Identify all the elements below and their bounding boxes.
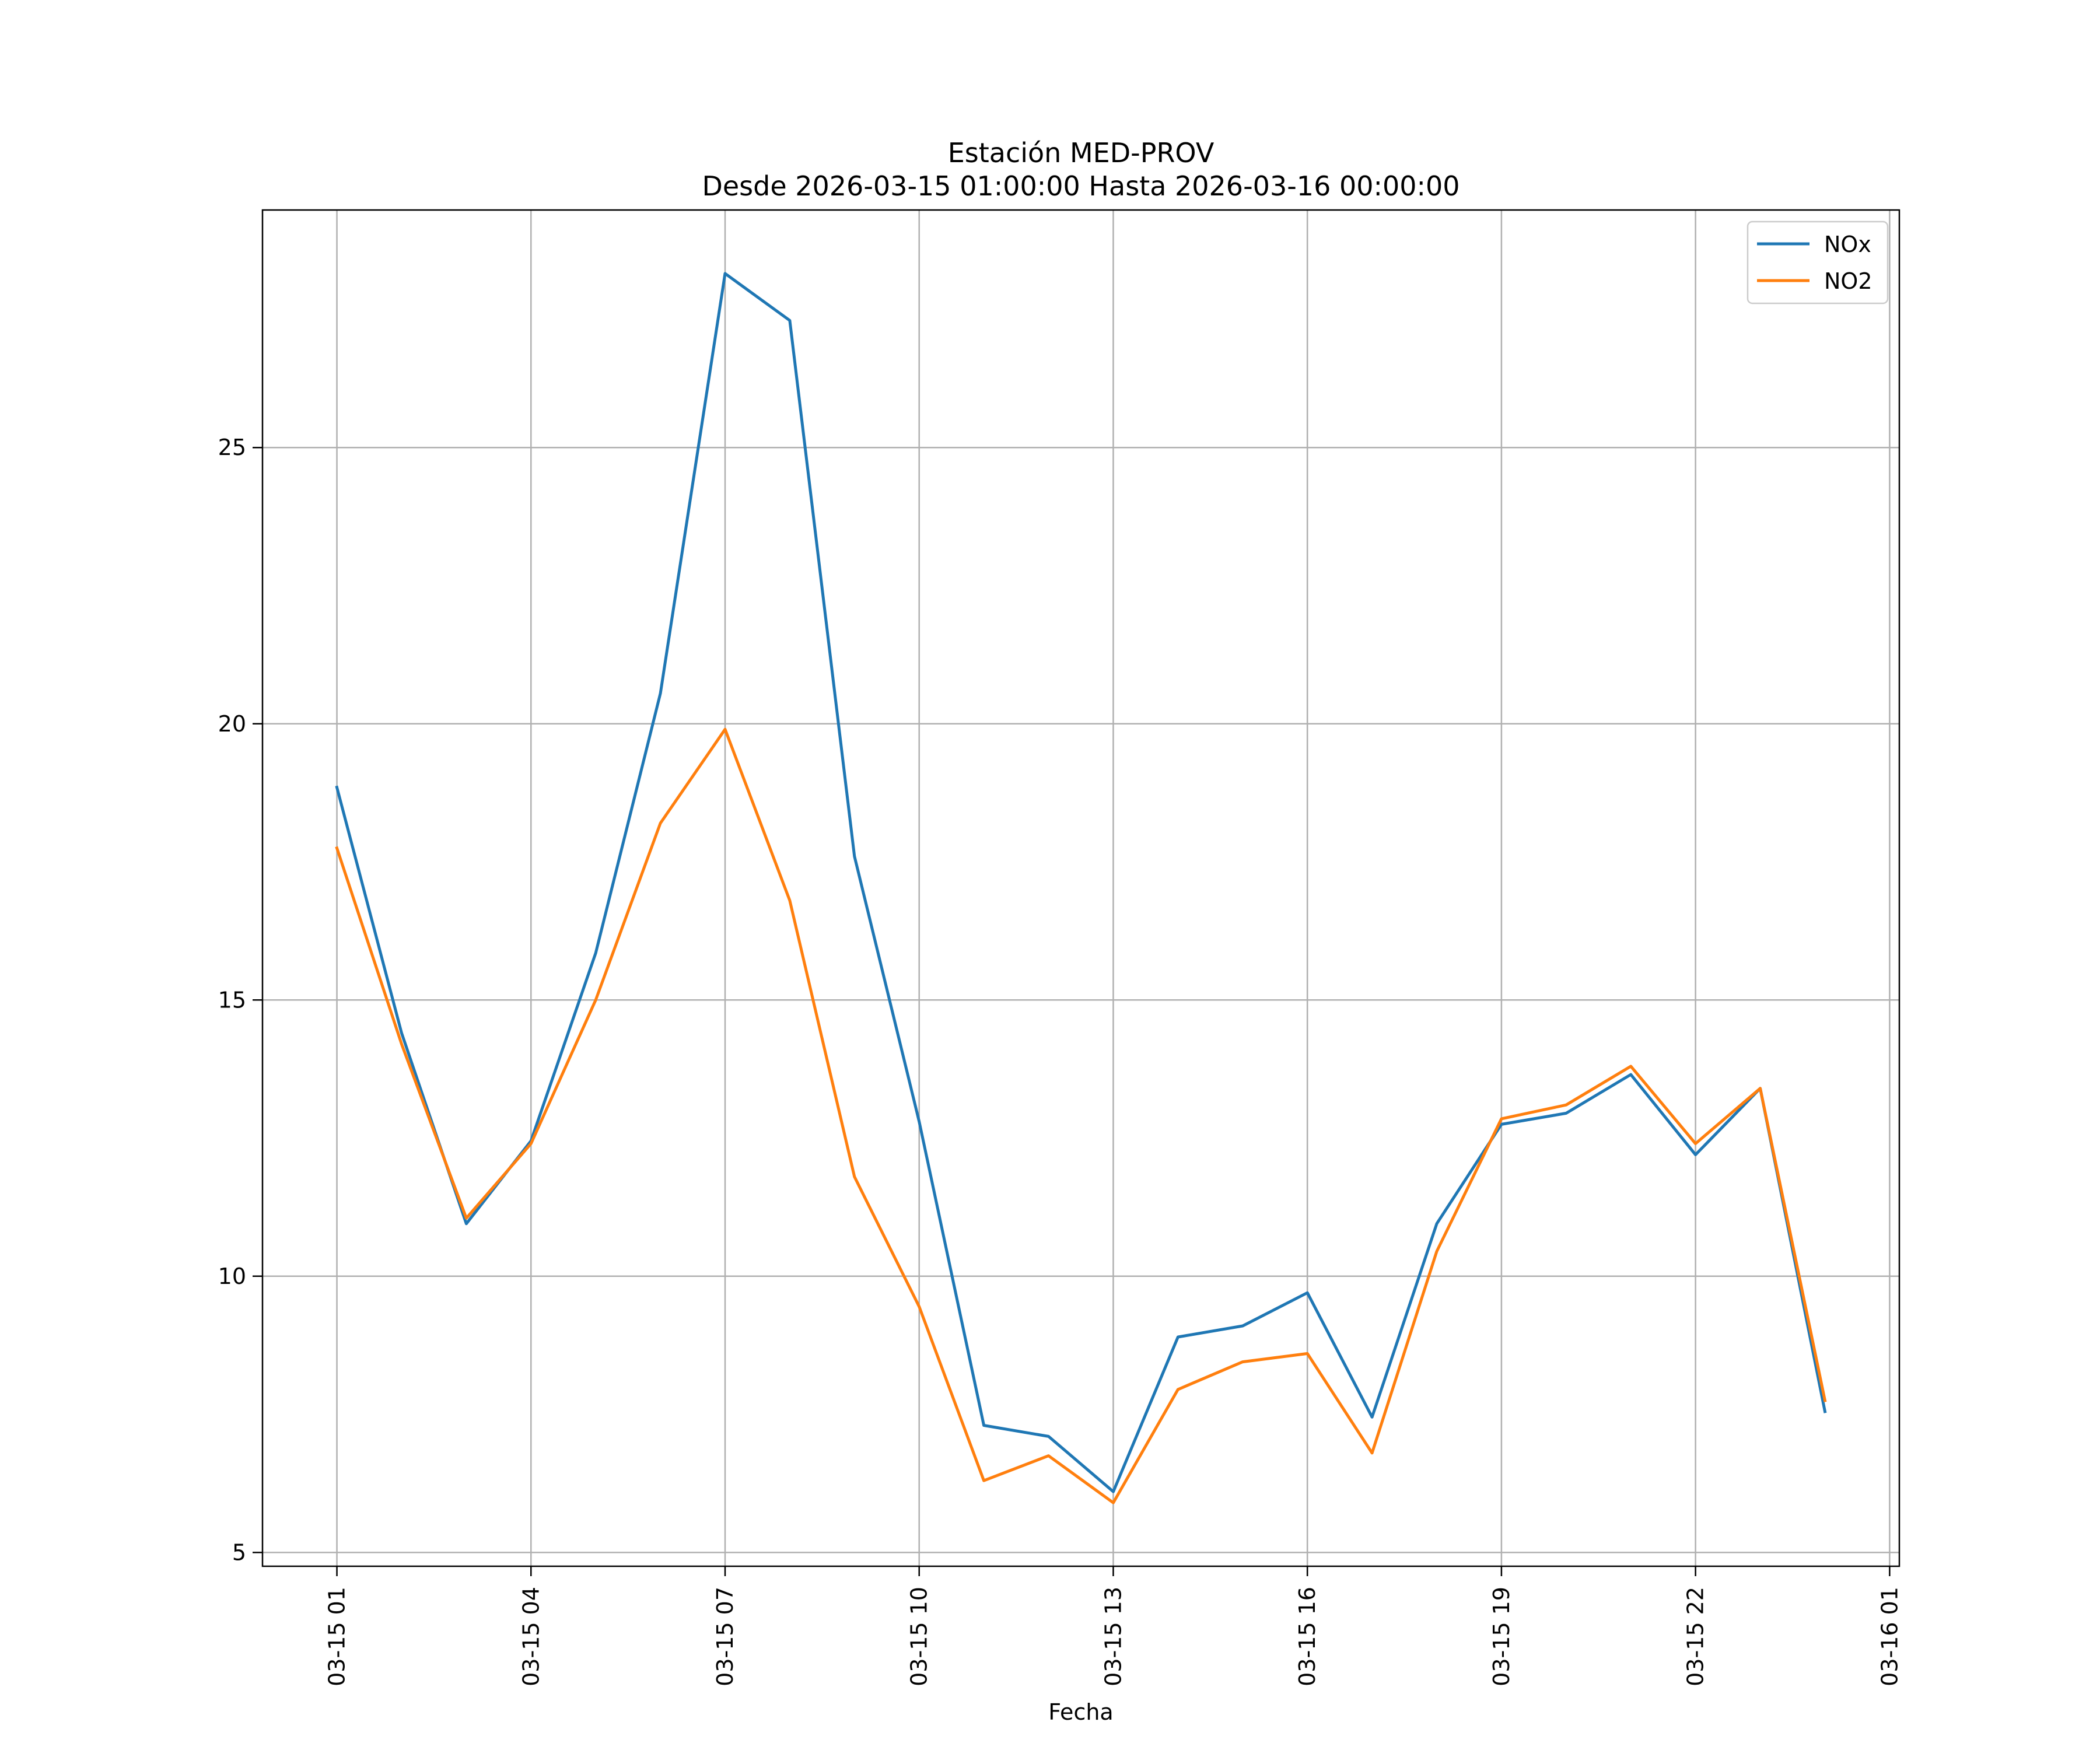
legend-label-nox: NOx (1824, 232, 1871, 257)
series-line-nox (335, 272, 1827, 1493)
y-tick-label: 25 (218, 435, 246, 460)
y-tick-label: 5 (232, 1539, 246, 1565)
chart-subtitle: Desde 2026-03-15 01:00:00 Hasta 2026-03-… (702, 170, 1460, 202)
y-tick-label: 20 (218, 711, 246, 737)
series-lines (335, 272, 1827, 1504)
x-axis-ticks: 03-15 01 03-15 04 03-15 07 03-15 10 03-15 13… (324, 1566, 1902, 1686)
y-tick-label: 10 (218, 1264, 246, 1289)
x-tick-label: 03-15 04 (518, 1587, 544, 1686)
x-tick-label: 03-15 16 (1294, 1587, 1320, 1686)
legend: NOx NO2 (1746, 220, 1889, 304)
x-tick-label: 03-15 01 (324, 1587, 350, 1686)
x-tick-label: 03-15 13 (1100, 1587, 1126, 1686)
x-tick-label: 03-15 19 (1489, 1587, 1514, 1686)
y-axis-ticks: 5 10 15 20 25 (218, 435, 262, 1565)
chart-title: Estación MED-PROV (948, 137, 1214, 169)
legend-box (1746, 220, 1889, 304)
x-tick-label: 03-15 07 (712, 1587, 738, 1686)
x-tick-label: 03-15 22 (1683, 1587, 1709, 1686)
x-axis-label: Fecha (1048, 1699, 1113, 1725)
x-tick-label: 03-15 10 (907, 1587, 932, 1686)
x-tick-label: 03-16 01 (1877, 1587, 1902, 1686)
grid (262, 210, 1899, 1566)
plot-frame (261, 209, 1901, 1567)
legend-label-no2: NO2 (1824, 268, 1873, 294)
series-line-no2 (335, 727, 1827, 1504)
y-tick-label: 15 (218, 987, 246, 1013)
